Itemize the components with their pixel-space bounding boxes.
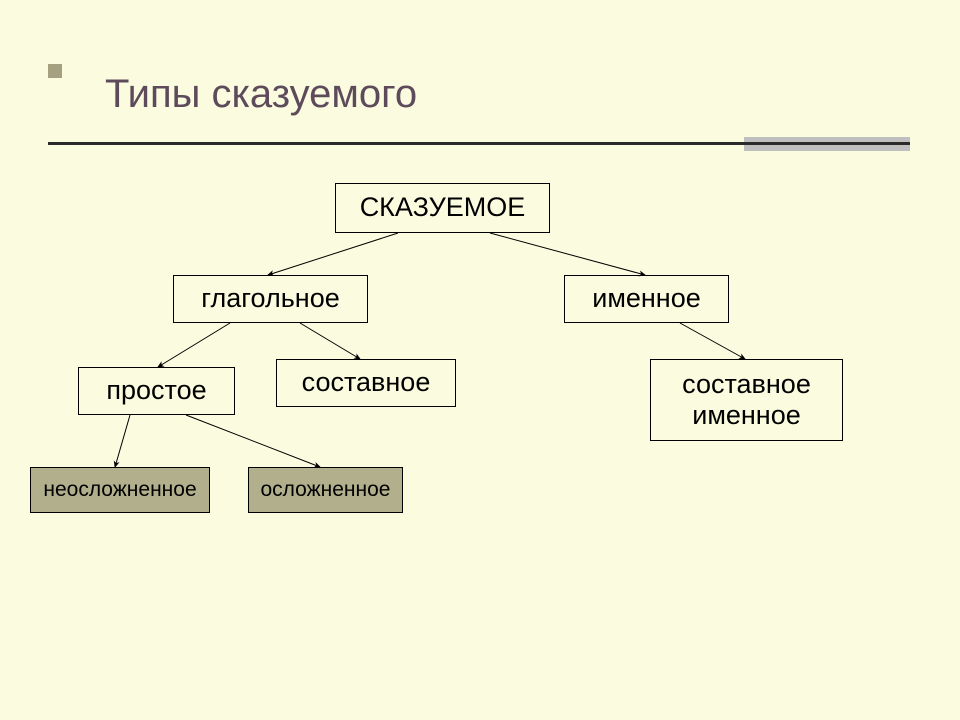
node-label: составное [302,367,431,398]
node-compound: составное [276,359,456,407]
node-label: неосложненное [43,478,196,502]
edge-arrow [490,233,645,275]
node-label: простое [106,375,206,406]
node-root: СКАЗУЕМОЕ [335,183,550,233]
node-label: составное именное [663,369,830,431]
edge-arrow [186,415,320,467]
page-title: Типы сказуемого [105,72,417,117]
edge-arrow [268,233,398,275]
node-label: осложненное [261,478,391,502]
node-verbal: глагольное [173,275,368,323]
node-nominal: именное [564,275,729,323]
node-compound-nominal: составное именное [650,359,843,441]
node-complicated: осложненное [248,467,403,513]
node-label: глагольное [201,283,339,314]
node-label: именное [592,283,701,314]
node-label: СКАЗУЕМОЕ [360,192,526,223]
node-uncomplicated: неосложненное [30,467,210,513]
node-simple: простое [78,367,235,415]
edge-arrow [158,323,230,367]
edge-arrow [115,415,130,467]
title-bullet [48,64,62,78]
edge-arrow [300,323,360,359]
edge-arrow [680,323,745,359]
title-rule [48,142,910,145]
